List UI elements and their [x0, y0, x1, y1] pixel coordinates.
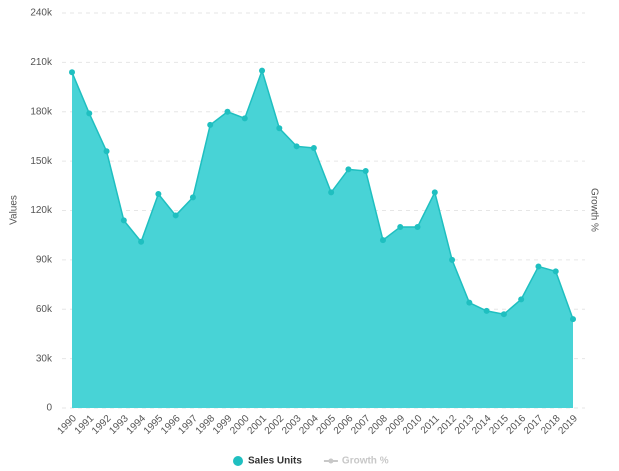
- x-tick-label: 2019: [556, 413, 580, 437]
- data-point: [345, 166, 352, 173]
- data-point: [293, 143, 300, 150]
- data-point: [241, 115, 248, 122]
- data-point: [276, 125, 283, 132]
- y-tick-label: 60k: [36, 304, 53, 315]
- data-point: [535, 263, 542, 270]
- y-tick-label: 90k: [36, 255, 53, 266]
- data-point: [86, 110, 93, 117]
- y-tick-label: 150k: [30, 156, 53, 167]
- y-tick-label: 120k: [30, 205, 53, 216]
- y-tick-label: 180k: [30, 106, 53, 117]
- data-point: [138, 238, 145, 245]
- y-tick-label: 0: [46, 403, 52, 414]
- data-point: [500, 311, 507, 318]
- data-point: [189, 194, 196, 201]
- data-point: [483, 307, 490, 314]
- legend-swatch: [328, 458, 334, 464]
- legend-swatch: [233, 456, 243, 466]
- legend-item[interactable]: Sales Units: [233, 456, 302, 467]
- data-point: [431, 189, 438, 196]
- data-point: [449, 256, 456, 263]
- data-point: [224, 108, 231, 115]
- data-point: [466, 299, 473, 306]
- y-tick-label: 240k: [30, 8, 53, 19]
- data-point: [414, 223, 421, 230]
- data-point: [379, 237, 386, 244]
- data-point: [103, 148, 110, 155]
- data-point: [518, 296, 525, 303]
- data-point: [259, 67, 266, 74]
- data-point: [69, 69, 75, 76]
- area-fill: [72, 70, 573, 409]
- data-point: [120, 217, 127, 224]
- data-point: [397, 223, 404, 230]
- y2-axis-title: Growth %: [588, 188, 599, 232]
- data-point: [362, 168, 369, 174]
- data-point: [310, 144, 317, 151]
- data-point: [328, 189, 335, 196]
- data-point: [207, 121, 214, 128]
- data-point: [155, 191, 162, 198]
- legend-label: Growth %: [342, 456, 389, 467]
- y-axis-title: Values: [9, 195, 20, 225]
- legend-label: Sales Units: [248, 456, 302, 467]
- data-point: [552, 268, 559, 275]
- legend-item[interactable]: Growth %: [323, 456, 389, 467]
- data-point: [172, 212, 179, 219]
- data-point: [570, 316, 576, 323]
- y-tick-label: 210k: [30, 57, 53, 68]
- y-tick-label: 30k: [36, 353, 53, 364]
